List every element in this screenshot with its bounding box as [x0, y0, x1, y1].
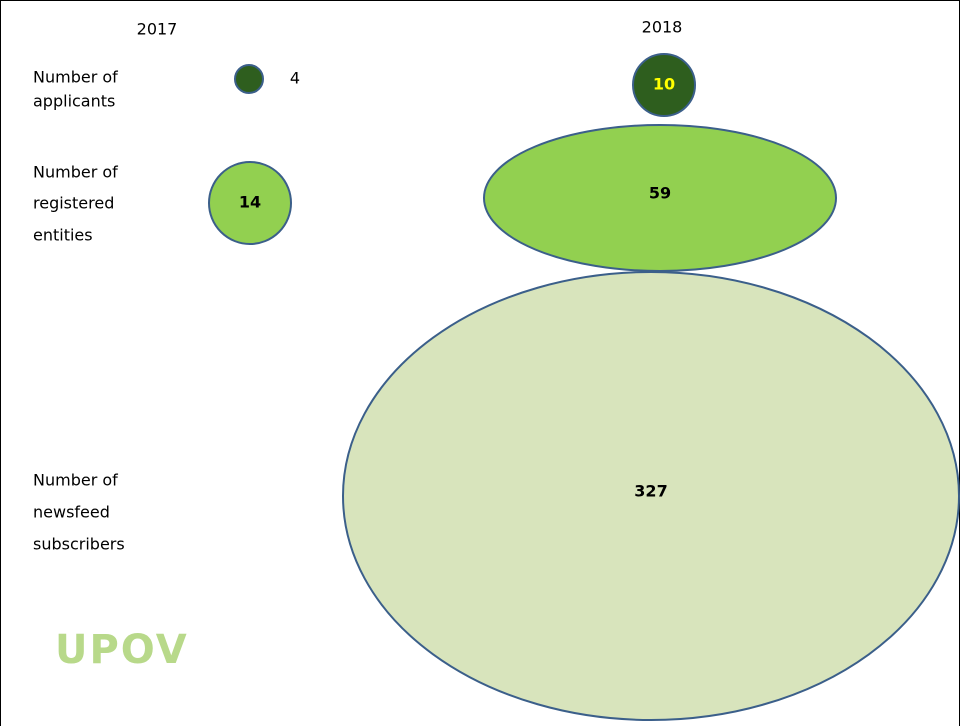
value-label: 10 — [653, 75, 675, 94]
row-label: subscribers — [33, 535, 125, 554]
value-label: 4 — [290, 69, 300, 88]
bubble — [483, 124, 837, 272]
value-label: 59 — [649, 184, 671, 203]
row-label: newsfeed — [33, 503, 110, 522]
value-label: 14 — [239, 193, 261, 212]
row-label: Number of — [33, 163, 118, 182]
bubble — [342, 271, 960, 721]
bubble — [234, 64, 264, 94]
row-label: entities — [33, 226, 93, 245]
column-header: 2018 — [642, 18, 683, 37]
row-label: Number of — [33, 471, 118, 490]
row-label: applicants — [33, 92, 115, 111]
column-header: 2017 — [137, 20, 178, 39]
value-label: 327 — [634, 482, 667, 501]
bubble — [632, 53, 696, 117]
row-label: registered — [33, 194, 114, 213]
bubble — [208, 161, 292, 245]
logo: UPOV — [55, 627, 189, 673]
row-label: Number of — [33, 68, 118, 87]
